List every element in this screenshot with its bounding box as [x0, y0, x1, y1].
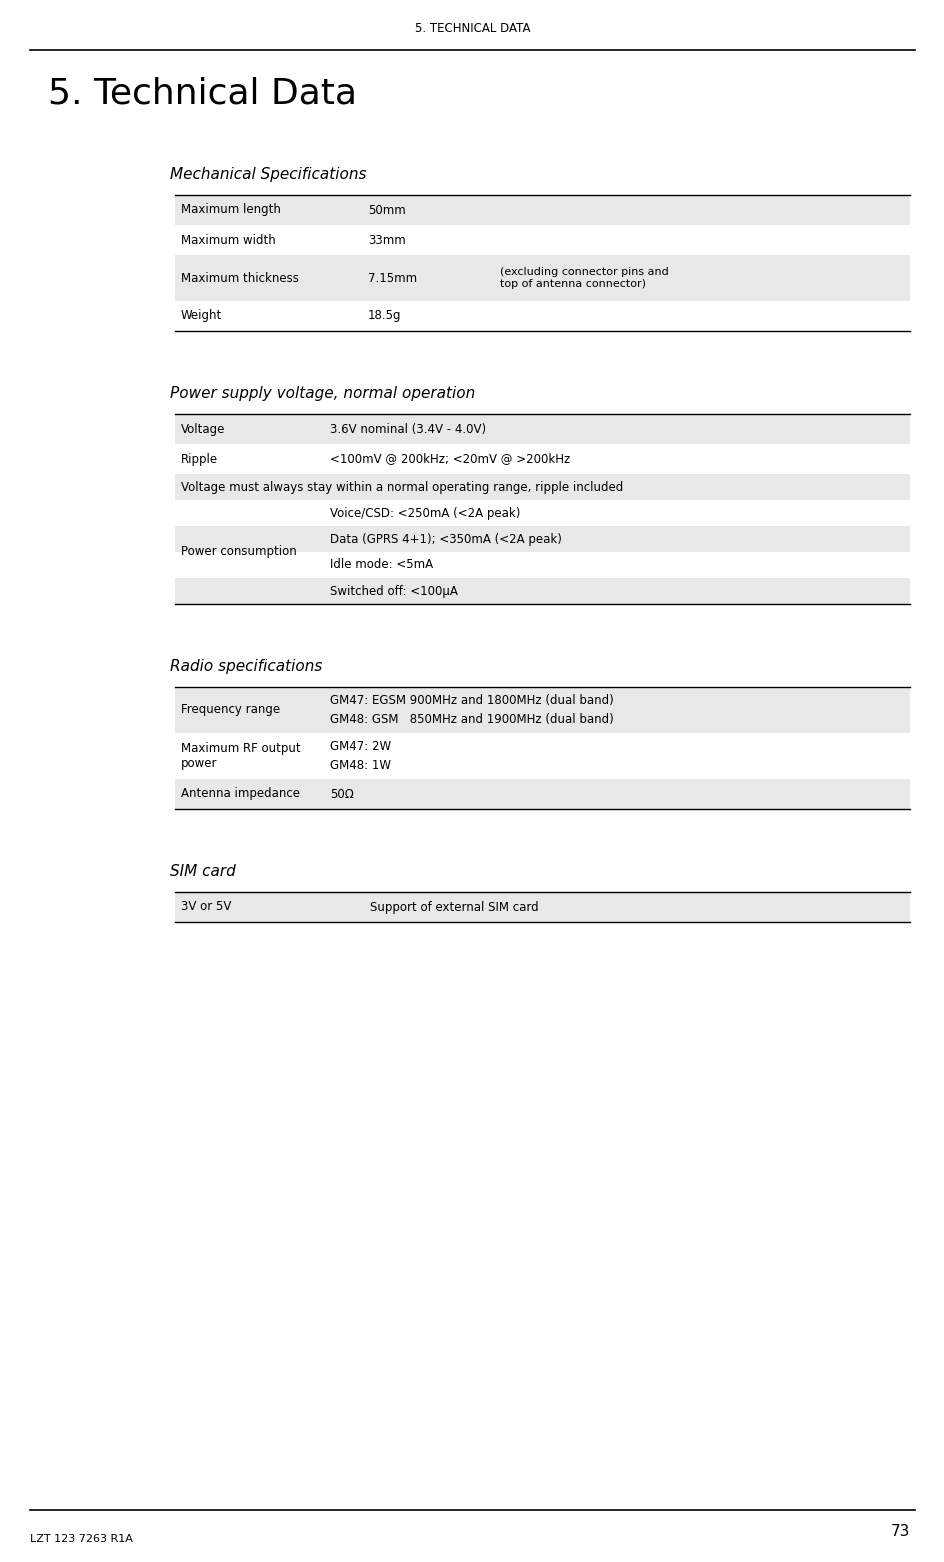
Text: LZT 123 7263 R1A: LZT 123 7263 R1A: [30, 1534, 133, 1543]
Text: 50mm: 50mm: [367, 203, 405, 217]
Text: Support of external SIM card: Support of external SIM card: [370, 901, 538, 914]
Text: 5. TECHNICAL DATA: 5. TECHNICAL DATA: [414, 22, 530, 34]
Text: Weight: Weight: [181, 309, 222, 322]
Text: <100mV @ 200kHz; <20mV @ >200kHz: <100mV @ 200kHz; <20mV @ >200kHz: [329, 453, 569, 465]
Text: Mechanical Specifications: Mechanical Specifications: [170, 167, 366, 183]
Text: Voltage: Voltage: [181, 422, 225, 436]
Text: Maximum RF output
power: Maximum RF output power: [181, 742, 300, 770]
Text: Antenna impedance: Antenna impedance: [181, 787, 299, 800]
Text: SIM card: SIM card: [170, 864, 235, 879]
Text: Frequency range: Frequency range: [181, 703, 279, 717]
Text: Maximum length: Maximum length: [181, 203, 280, 217]
Bar: [175, 779, 909, 809]
Text: GM47: 2W
GM48: 1W: GM47: 2W GM48: 1W: [329, 740, 391, 772]
Bar: [175, 473, 909, 500]
Text: GM47: EGSM 900MHz and 1800MHz (dual band)
GM48: GSM   850MHz and 1900MHz (dual b: GM47: EGSM 900MHz and 1800MHz (dual band…: [329, 694, 613, 726]
Text: 7.15mm: 7.15mm: [367, 272, 416, 284]
Text: 18.5g: 18.5g: [367, 309, 401, 322]
Bar: [175, 526, 909, 551]
Bar: [175, 255, 909, 301]
Text: Switched off: <100µA: Switched off: <100µA: [329, 584, 458, 598]
Bar: [175, 195, 909, 225]
Text: Maximum width: Maximum width: [181, 233, 276, 247]
Text: 3.6V nominal (3.4V - 4.0V): 3.6V nominal (3.4V - 4.0V): [329, 422, 485, 436]
Text: Data (GPRS 4+1); <350mA (<2A peak): Data (GPRS 4+1); <350mA (<2A peak): [329, 533, 562, 545]
Bar: [175, 687, 909, 733]
Text: 5. Technical Data: 5. Technical Data: [48, 77, 357, 111]
Bar: [175, 414, 909, 444]
Text: 3V or 5V: 3V or 5V: [181, 901, 231, 914]
Text: Voice/CSD: <250mA (<2A peak): Voice/CSD: <250mA (<2A peak): [329, 506, 520, 520]
Bar: [175, 578, 909, 604]
Text: Radio specifications: Radio specifications: [170, 659, 322, 673]
Text: Idle mode: <5mA: Idle mode: <5mA: [329, 559, 432, 572]
Bar: [175, 892, 909, 922]
Text: Voltage must always stay within a normal operating range, ripple included: Voltage must always stay within a normal…: [181, 481, 623, 494]
Text: 33mm: 33mm: [367, 233, 405, 247]
Text: Maximum thickness: Maximum thickness: [181, 272, 298, 284]
Text: 73: 73: [889, 1525, 909, 1539]
Text: 50Ω: 50Ω: [329, 787, 353, 800]
Text: Ripple: Ripple: [181, 453, 218, 465]
Text: (excluding connector pins and
top of antenna connector): (excluding connector pins and top of ant…: [499, 267, 668, 289]
Text: Power consumption: Power consumption: [181, 545, 296, 559]
Text: Power supply voltage, normal operation: Power supply voltage, normal operation: [170, 386, 475, 401]
